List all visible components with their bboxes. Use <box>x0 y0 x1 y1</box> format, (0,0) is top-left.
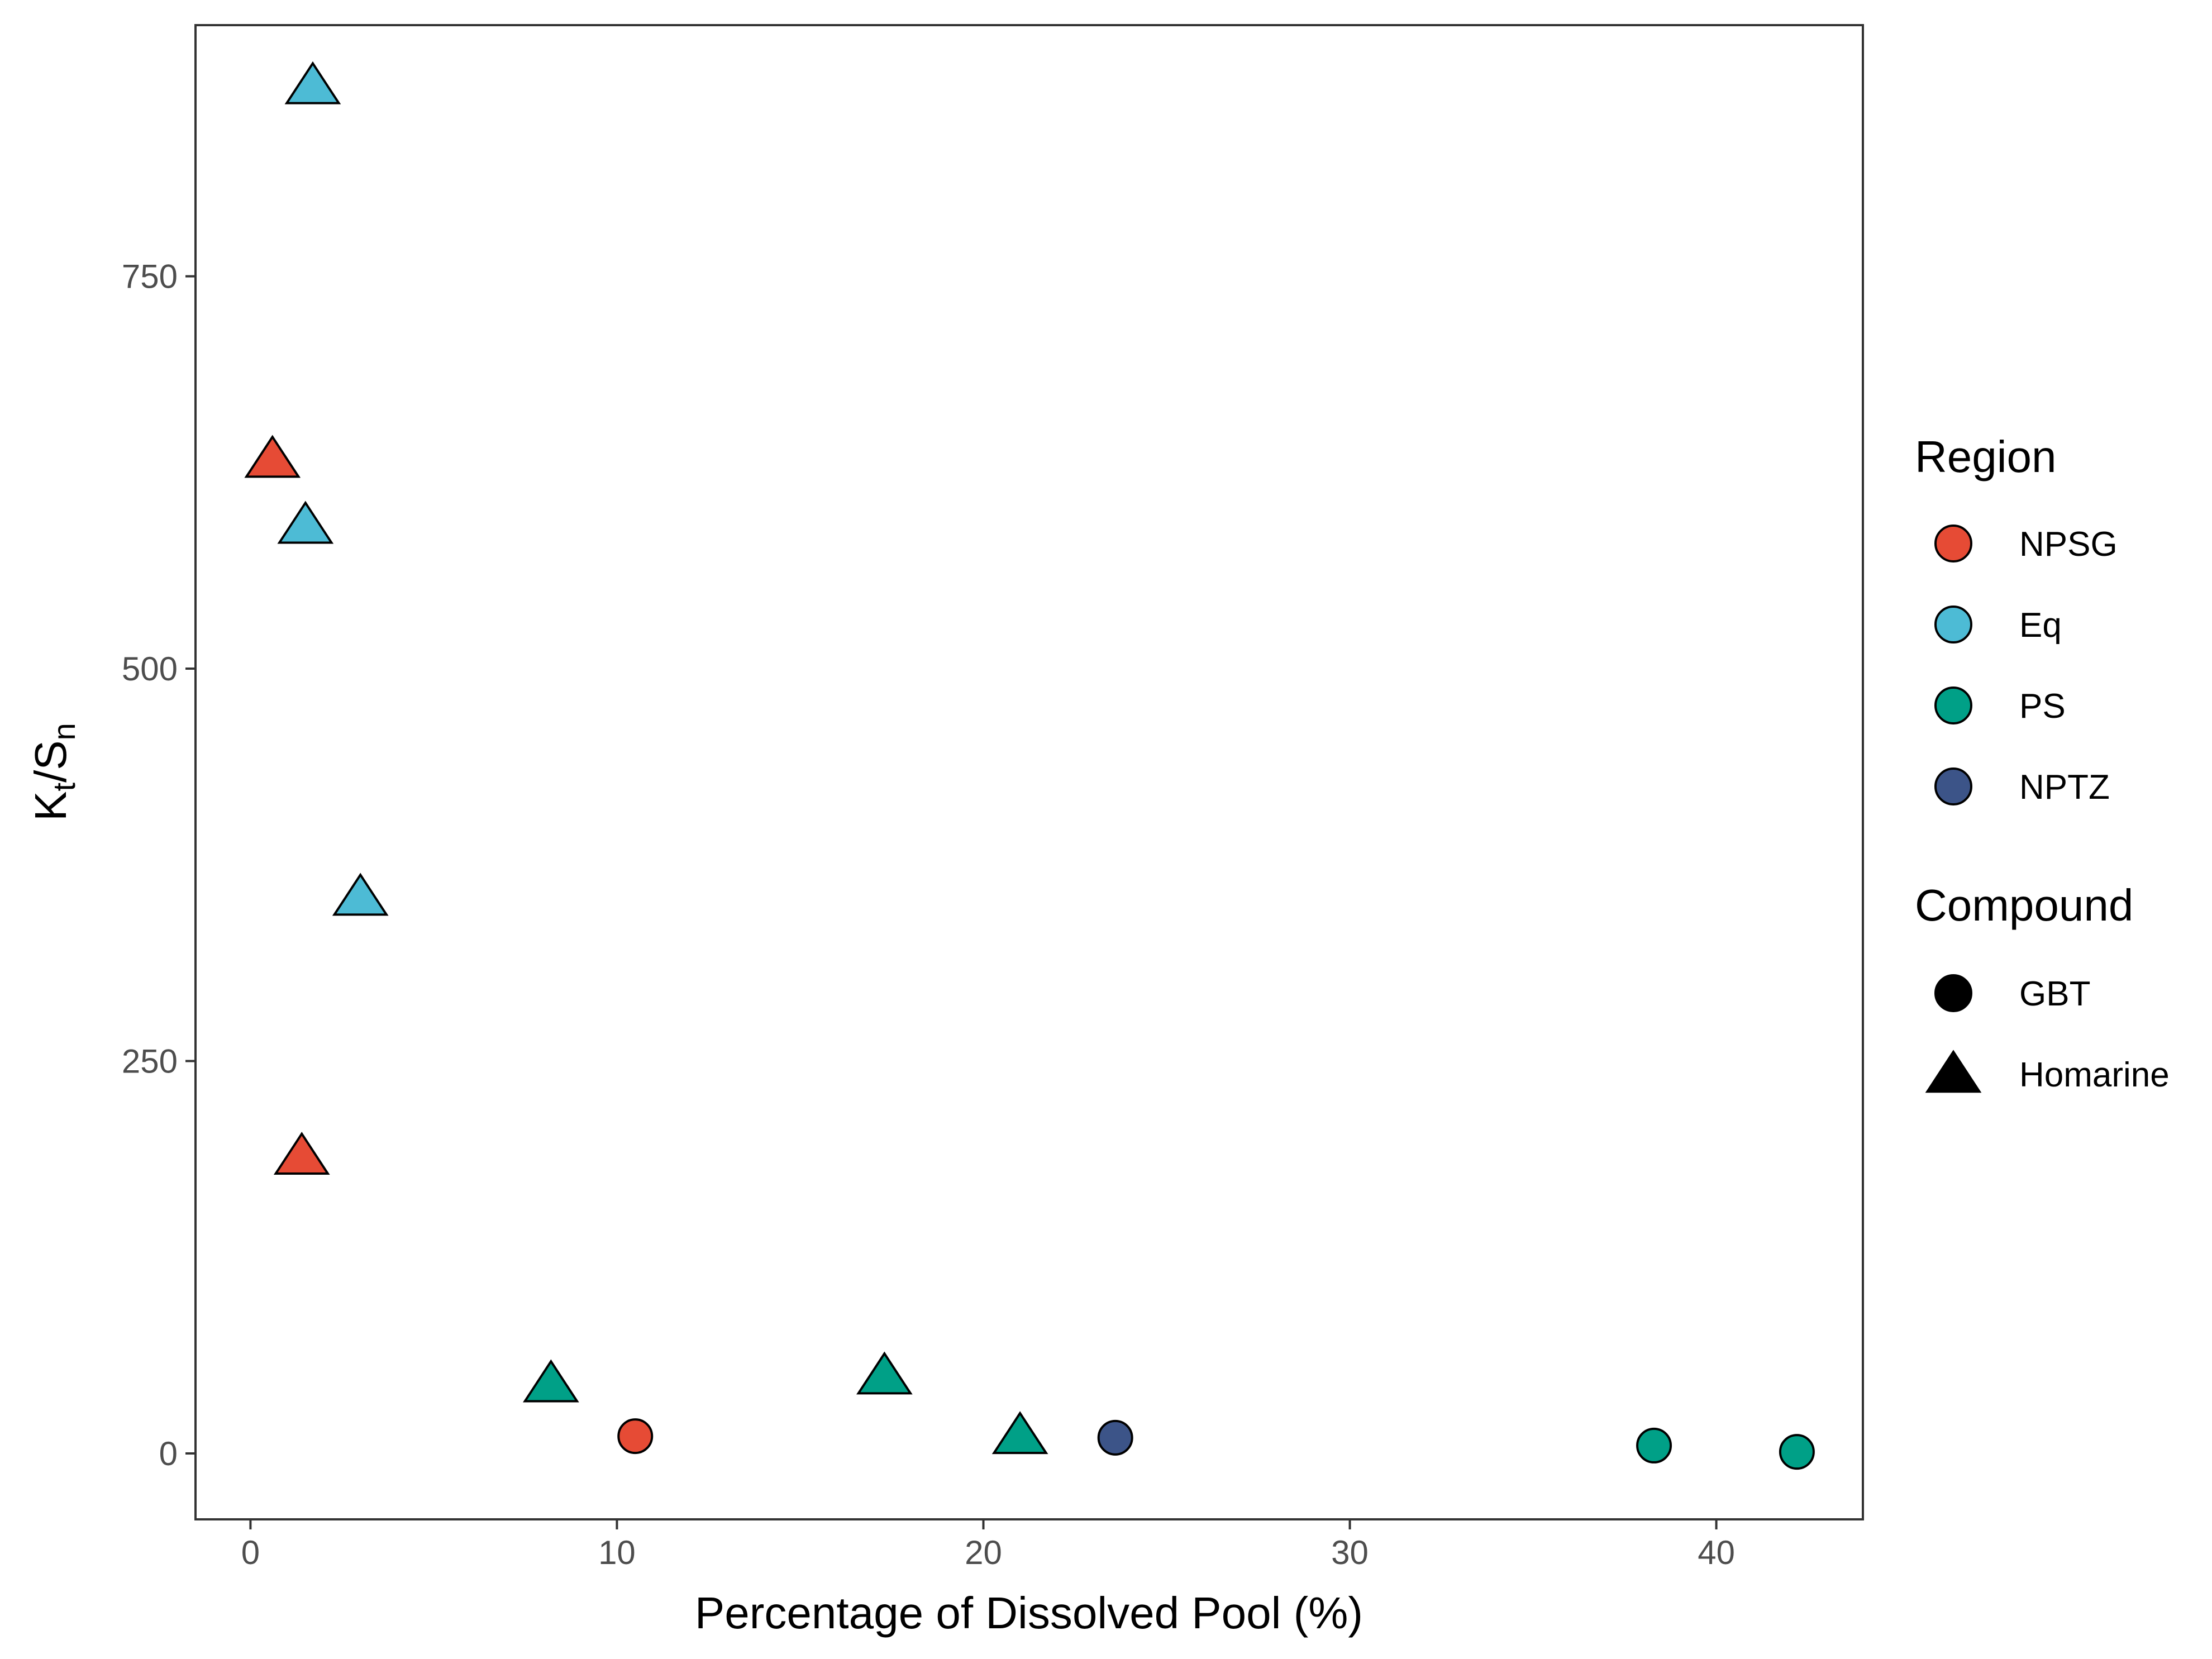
x-axis-title: Percentage of Dissolved Pool (%) <box>695 1588 1363 1638</box>
legend-key-ps <box>1934 687 1972 724</box>
legend-label-ps: PS <box>2019 687 2066 726</box>
y-tick-label: 750 <box>122 258 178 295</box>
legend-label-nptz: NPTZ <box>2019 768 2110 807</box>
y-tick-label: 250 <box>122 1043 178 1080</box>
compound-legend-title: Compound <box>1915 880 2133 930</box>
compound-legend: Compound GBT Homarine <box>1915 880 2170 1094</box>
legend-key-nptz <box>1934 767 1972 805</box>
data-point-gbt <box>1636 1427 1672 1463</box>
y-tick-label: 0 <box>159 1435 178 1472</box>
data-point-gbt <box>617 1418 654 1455</box>
compound-legend-entries: GBT Homarine <box>1925 974 2170 1094</box>
data-point-homarine <box>244 435 301 478</box>
region-legend-title: Region <box>1915 432 2057 482</box>
x-tick-label: 30 <box>1331 1534 1369 1571</box>
plot-panel <box>194 24 1864 1520</box>
x-axis: 0 10 20 30 40 <box>241 1519 1735 1571</box>
data-point-gbt <box>1097 1419 1133 1456</box>
y-tick-label: 500 <box>122 650 178 688</box>
svg-text:Kt/Sn: Kt/Sn <box>26 723 82 821</box>
region-legend: Region NPSG Eq PS NPTZ <box>1915 432 2118 807</box>
y-axis: 0 250 500 750 <box>122 258 196 1472</box>
legend-label-gbt: GBT <box>2019 975 2090 1013</box>
data-point-homarine <box>284 61 341 104</box>
region-legend-entries: NPSG Eq PS NPTZ <box>1934 525 2118 807</box>
legend-key-homarine <box>1925 1050 1982 1093</box>
legend-key-gbt <box>1934 974 1972 1012</box>
legend-label-eq: Eq <box>2019 606 2062 645</box>
data-point-gbt <box>1779 1434 1815 1470</box>
data-point-homarine <box>856 1351 913 1395</box>
data-points <box>244 61 1815 1470</box>
data-point-homarine <box>332 873 389 916</box>
legend-label-npsg: NPSG <box>2019 525 2118 564</box>
x-tick-label: 0 <box>241 1534 260 1571</box>
legend-key-eq <box>1934 606 1972 643</box>
data-point-homarine <box>523 1359 579 1403</box>
x-tick-label: 10 <box>598 1534 636 1571</box>
x-tick-label: 20 <box>965 1534 1002 1571</box>
data-point-homarine <box>277 500 334 544</box>
y-axis-title: Kt/Sn <box>26 723 82 821</box>
data-point-homarine <box>991 1411 1048 1455</box>
legend-label-homarine: Homarine <box>2019 1056 2170 1094</box>
legend-key-npsg <box>1934 525 1972 562</box>
x-tick-label: 40 <box>1698 1534 1735 1571</box>
data-point-homarine <box>273 1132 330 1175</box>
